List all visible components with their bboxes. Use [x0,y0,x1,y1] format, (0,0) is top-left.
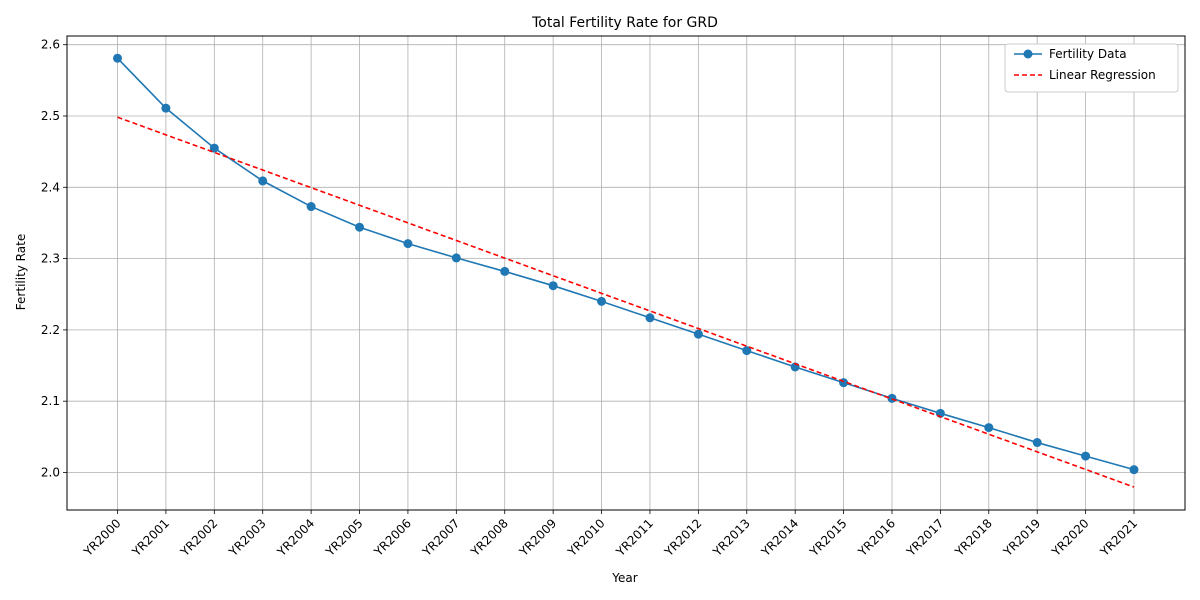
fertility-data-point [355,222,365,232]
x-tick-label: YR2015 [806,516,849,559]
y-tick-label: 2.3 [41,252,60,266]
x-tick-label: YR2003 [226,516,269,559]
x-axis-ticks: YR2000 YR2001 YR2002 YR2003 YR2004 YR2005 YR20… [80,510,1140,560]
legend: Fertility Data Linear Regression [1004,43,1179,93]
fertility-data-point [161,103,171,113]
fertility-data-point [306,202,316,212]
y-axis-label: Fertility Rate [14,234,28,310]
x-tick-label: YR2011 [613,516,656,559]
fertility-data-point [1032,438,1042,448]
x-axis-label: Year [611,571,637,585]
x-tick-label: YR2007 [419,516,462,559]
x-tick-label: YR2005 [322,516,365,559]
y-tick-label: 2.0 [41,466,60,480]
legend-box [1004,43,1179,93]
x-tick-label: YR2004 [274,516,317,559]
x-tick-label: YR2021 [1097,516,1140,559]
x-tick-label: YR2017 [903,516,946,559]
y-tick-label: 2.6 [41,38,60,52]
x-tick-label: YR2000 [80,516,123,559]
x-tick-label: YR2020 [1048,516,1091,559]
grid [67,36,1185,510]
y-tick-label: 2.2 [41,323,60,337]
x-tick-label: YR2019 [1000,516,1043,559]
fertility-data-line [116,57,1135,471]
fertility-data-point [258,176,268,186]
plot-frame [66,35,1186,511]
x-tick-label: YR2013 [710,516,753,559]
fertility-data-point [451,253,461,263]
fertility-data-point [548,281,558,291]
y-tick-label: 2.4 [41,180,60,194]
series-layer [113,53,1139,488]
x-tick-label: YR2014 [758,516,801,559]
y-tick-label: 2.5 [41,109,60,123]
fertility-data-point [1129,465,1139,475]
x-tick-label: YR2012 [661,516,704,559]
fertility-data-point [693,329,703,339]
fertility-data-point [209,143,219,153]
x-tick-label: YR2010 [564,516,607,559]
x-tick-label: YR2002 [177,516,220,559]
fertility-data-point [403,239,413,249]
legend-fertility-label: Fertility Data [1049,47,1127,61]
x-tick-label: YR2016 [855,516,898,559]
fertility-data-point [113,53,122,63]
x-tick-label: YR2006 [371,516,414,559]
fertility-data-point [597,296,607,306]
fertility-data-point [500,266,510,276]
x-tick-label: YR2008 [468,516,511,559]
x-tick-label: YR2001 [129,516,172,559]
y-tick-label: 2.1 [41,394,60,408]
linear-regression-line [117,116,1135,488]
legend-regression-label: Linear Regression [1049,68,1156,82]
y-axis-ticks: 2.0 2.1 2.2 2.3 2.4 2.5 2.6 [41,38,67,480]
fertility-data-point [645,313,655,323]
legend-fertility-marker [1023,49,1033,59]
x-tick-label: YR2009 [516,516,559,559]
x-tick-label: YR2018 [952,516,995,559]
fertility-data-point [742,346,752,356]
fertility-data-point [984,423,994,433]
chart-title: Total Fertility Rate for GRD [531,15,718,31]
fertility-data-point [1081,451,1091,461]
